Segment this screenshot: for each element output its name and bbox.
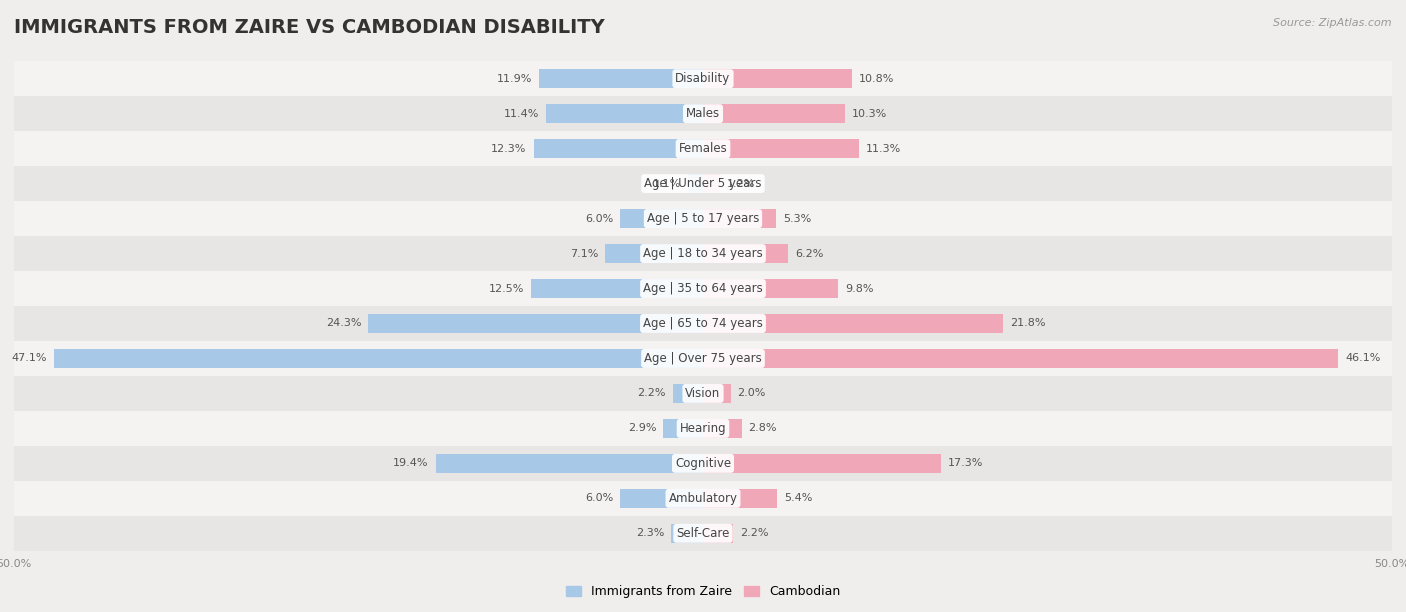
Text: Age | 35 to 64 years: Age | 35 to 64 years [643, 282, 763, 295]
Text: 2.2%: 2.2% [740, 528, 769, 539]
Bar [14, 446, 1392, 481]
Bar [14, 516, 1392, 551]
Bar [531, 279, 703, 298]
Text: 5.3%: 5.3% [783, 214, 811, 223]
Text: 2.3%: 2.3% [636, 528, 665, 539]
Text: Hearing: Hearing [679, 422, 727, 435]
Bar [703, 139, 859, 159]
Bar [14, 411, 1392, 446]
Text: 6.0%: 6.0% [585, 493, 613, 503]
Text: 24.3%: 24.3% [326, 318, 361, 329]
Text: 1.1%: 1.1% [652, 179, 681, 188]
Text: Ambulatory: Ambulatory [668, 492, 738, 505]
Bar [53, 349, 703, 368]
Text: 2.0%: 2.0% [738, 389, 766, 398]
Text: 46.1%: 46.1% [1346, 354, 1381, 364]
Bar [546, 104, 703, 123]
Bar [664, 419, 703, 438]
Text: Age | 18 to 34 years: Age | 18 to 34 years [643, 247, 763, 260]
Bar [703, 349, 1339, 368]
Text: Age | Under 5 years: Age | Under 5 years [644, 177, 762, 190]
Bar [703, 174, 720, 193]
Text: 19.4%: 19.4% [394, 458, 429, 468]
Bar [703, 279, 838, 298]
Bar [672, 384, 703, 403]
Bar [703, 489, 778, 508]
Text: 17.3%: 17.3% [948, 458, 984, 468]
Bar [703, 244, 789, 263]
Bar [14, 96, 1392, 131]
Bar [533, 139, 703, 159]
Text: 11.4%: 11.4% [503, 109, 538, 119]
Text: 47.1%: 47.1% [11, 354, 48, 364]
Text: 7.1%: 7.1% [569, 248, 599, 258]
Text: Males: Males [686, 107, 720, 120]
Text: Age | 5 to 17 years: Age | 5 to 17 years [647, 212, 759, 225]
Bar [14, 481, 1392, 516]
Text: Vision: Vision [685, 387, 721, 400]
Text: 2.8%: 2.8% [748, 424, 778, 433]
Bar [14, 131, 1392, 166]
Bar [368, 314, 703, 333]
Text: Females: Females [679, 142, 727, 155]
Text: 1.2%: 1.2% [727, 179, 755, 188]
Text: Self-Care: Self-Care [676, 527, 730, 540]
Text: 2.9%: 2.9% [627, 424, 657, 433]
Bar [14, 236, 1392, 271]
Text: 10.3%: 10.3% [852, 109, 887, 119]
Legend: Immigrants from Zaire, Cambodian: Immigrants from Zaire, Cambodian [561, 580, 845, 603]
Bar [671, 524, 703, 543]
Bar [14, 61, 1392, 96]
Text: Disability: Disability [675, 72, 731, 85]
Text: 2.2%: 2.2% [637, 389, 666, 398]
Text: 12.5%: 12.5% [488, 283, 524, 294]
Bar [538, 69, 703, 88]
Bar [703, 419, 741, 438]
Bar [703, 453, 942, 473]
Bar [688, 174, 703, 193]
Text: 21.8%: 21.8% [1011, 318, 1046, 329]
Text: Source: ZipAtlas.com: Source: ZipAtlas.com [1274, 18, 1392, 28]
Text: 11.9%: 11.9% [496, 73, 531, 84]
Text: 5.4%: 5.4% [785, 493, 813, 503]
Text: 12.3%: 12.3% [491, 144, 527, 154]
Bar [14, 341, 1392, 376]
Text: 10.8%: 10.8% [859, 73, 894, 84]
Text: 11.3%: 11.3% [866, 144, 901, 154]
Text: Age | Over 75 years: Age | Over 75 years [644, 352, 762, 365]
Bar [14, 306, 1392, 341]
Text: 6.0%: 6.0% [585, 214, 613, 223]
Bar [14, 166, 1392, 201]
Bar [14, 271, 1392, 306]
Text: 6.2%: 6.2% [796, 248, 824, 258]
Bar [703, 314, 1004, 333]
Text: Age | 65 to 74 years: Age | 65 to 74 years [643, 317, 763, 330]
Text: Cognitive: Cognitive [675, 457, 731, 470]
Bar [620, 209, 703, 228]
Bar [703, 209, 776, 228]
Bar [620, 489, 703, 508]
Bar [605, 244, 703, 263]
Text: IMMIGRANTS FROM ZAIRE VS CAMBODIAN DISABILITY: IMMIGRANTS FROM ZAIRE VS CAMBODIAN DISAB… [14, 18, 605, 37]
Bar [703, 69, 852, 88]
Text: 9.8%: 9.8% [845, 283, 873, 294]
Bar [14, 201, 1392, 236]
Bar [436, 453, 703, 473]
Bar [703, 104, 845, 123]
Bar [703, 384, 731, 403]
Bar [703, 524, 734, 543]
Bar [14, 376, 1392, 411]
